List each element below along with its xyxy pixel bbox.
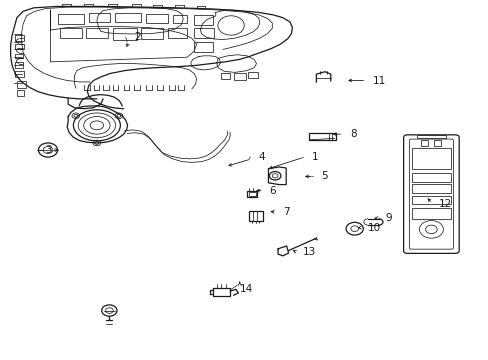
Bar [115, 13, 141, 22]
Bar [249, 211, 262, 221]
Text: 2: 2 [134, 32, 141, 42]
Bar [411, 184, 449, 193]
Bar [411, 173, 449, 182]
Bar [17, 81, 26, 87]
Bar [194, 15, 213, 25]
Bar [172, 15, 186, 23]
Bar [433, 140, 440, 146]
Bar [16, 44, 24, 49]
Text: 14: 14 [239, 284, 252, 294]
Bar [411, 195, 449, 204]
Text: 7: 7 [282, 207, 289, 217]
Bar [416, 135, 445, 138]
Text: 11: 11 [372, 76, 386, 86]
Text: 13: 13 [303, 247, 316, 257]
Bar [16, 54, 23, 58]
Bar [233, 73, 245, 80]
Bar [167, 28, 186, 38]
Text: 9: 9 [384, 213, 391, 223]
Bar [194, 28, 214, 38]
Bar [308, 134, 335, 140]
Bar [112, 28, 137, 40]
Bar [248, 192, 255, 195]
Bar [420, 140, 427, 146]
Bar [16, 71, 24, 77]
Bar [58, 14, 84, 24]
Bar [411, 148, 449, 170]
Bar [246, 190, 257, 197]
Bar [248, 72, 257, 78]
Bar [411, 208, 449, 219]
Text: 12: 12 [438, 199, 451, 209]
Bar [16, 35, 24, 41]
Text: 4: 4 [258, 152, 265, 162]
Text: 1: 1 [311, 152, 318, 162]
Text: 8: 8 [349, 129, 356, 139]
Bar [146, 14, 167, 23]
Bar [17, 90, 24, 96]
Bar [16, 62, 22, 68]
Text: 5: 5 [321, 171, 327, 181]
Bar [194, 42, 213, 51]
Text: 6: 6 [269, 186, 276, 195]
Text: 3: 3 [45, 145, 52, 155]
Bar [220, 73, 230, 79]
Bar [141, 28, 163, 39]
Text: 10: 10 [367, 222, 380, 233]
Bar [86, 28, 108, 38]
Bar [60, 28, 81, 38]
Bar [89, 13, 110, 22]
